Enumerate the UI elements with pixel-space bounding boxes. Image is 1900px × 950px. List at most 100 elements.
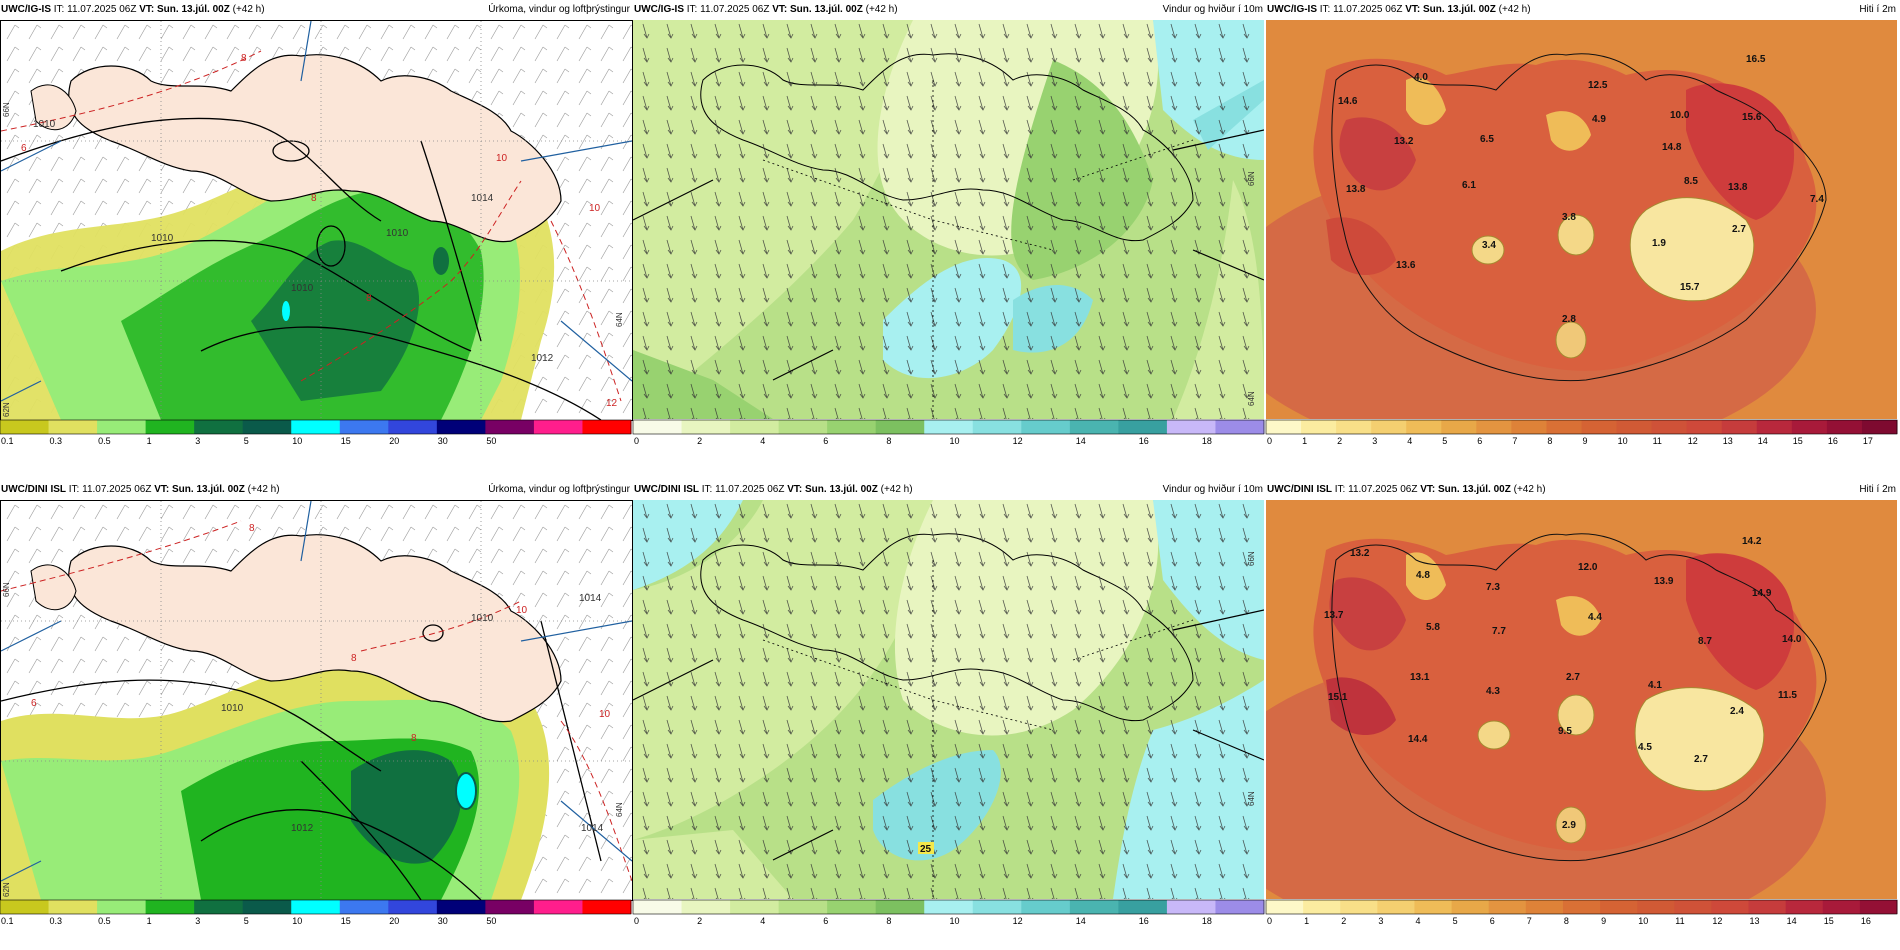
- colorbar-swatch: [1476, 420, 1512, 434]
- lead-time: (+42 h): [1498, 4, 1531, 15]
- colorbar-swatch: [1166, 420, 1216, 434]
- colorbar-tick-label: 6: [1477, 436, 1482, 446]
- lat-label: 62N: [2, 402, 11, 417]
- precip-map: 1010 1010 1010 1010 1012 1014 6 8 10 8 8…: [0, 20, 633, 421]
- colorbar-swatch: [1414, 900, 1453, 914]
- temp-value-label: 14.4: [1408, 734, 1428, 745]
- temp-value-label: 15.7: [1680, 282, 1700, 293]
- colorbar-tick-label: 2: [697, 436, 702, 446]
- colorbar-swatch: [1488, 900, 1527, 914]
- colorbar-swatch: [633, 420, 683, 434]
- panel-header: UWC/IG-IS IT: 11.07.2025 06Z VT: Sun. 13…: [0, 0, 633, 20]
- colorbar-frame: [0, 899, 632, 915]
- isobar-label: 1012: [291, 823, 314, 834]
- colorbar-swatch: [388, 900, 438, 914]
- lat-label: 62N: [2, 882, 11, 897]
- colorbar-tick-label: 10: [1638, 916, 1648, 926]
- colorbar-tick-label: 9: [1583, 436, 1588, 446]
- temp-value-label: 4.3: [1486, 686, 1500, 697]
- colorbar-swatch: [1303, 900, 1341, 914]
- colorbar-swatch: [1711, 900, 1750, 914]
- colorbar-swatch: [1336, 420, 1372, 434]
- valid-time: Sun. 13.júl. 00Z: [1423, 4, 1496, 15]
- colorbar-swatch: [97, 420, 147, 434]
- colorbar-tick-label: 50: [486, 916, 496, 926]
- temp-value-label: 15.6: [1742, 112, 1762, 123]
- colorbar-swatch: [388, 420, 438, 434]
- lead-time: (+42 h): [232, 4, 265, 15]
- temp-value-label: 1.9: [1652, 238, 1666, 249]
- temp-value-label: 7.4: [1810, 194, 1824, 205]
- colorbar-tick-label: 10: [950, 436, 960, 446]
- colorbar-swatch: [485, 900, 535, 914]
- colorbar-tick-label: 10: [1618, 436, 1628, 446]
- colorbar-tick-label: 1: [1302, 436, 1307, 446]
- temp-value-label: 2.8: [1562, 314, 1576, 325]
- temp-value-label: 4.0: [1414, 72, 1428, 83]
- colorbar-swatch: [1266, 420, 1302, 434]
- colorbar: 0 1 2 3 4 5 6 7 8 9 10 11 12 13 14 15 16 17: [1265, 419, 1899, 446]
- colorbar-tick-label: 4: [1407, 436, 1412, 446]
- colorbar-swatch: [48, 900, 98, 914]
- colorbar-swatch: [1118, 900, 1168, 914]
- colorbar-tick-label: 8: [886, 916, 891, 926]
- colorbar-swatch: [97, 900, 147, 914]
- colorbar-svg: 0.1 0.3 0.5 1 3 5 10 15 20 30 50: [0, 899, 632, 926]
- vt-label: VT:: [787, 484, 803, 495]
- vt-label: VT:: [154, 484, 170, 495]
- colorbar-swatch: [291, 420, 341, 434]
- lat-label: 66N: [2, 102, 11, 117]
- colorbar-tick-label: 12: [1013, 916, 1023, 926]
- temp-value-label: 3.8: [1562, 212, 1576, 223]
- temp-value-label: 13.8: [1728, 182, 1748, 193]
- colorbar-swatch: [1756, 420, 1793, 434]
- colorbar-tick-label: 3: [1378, 916, 1383, 926]
- colorbar-swatch: [582, 420, 632, 434]
- temp-value-label: 14.8: [1662, 142, 1682, 153]
- temp-value-label: 12.5: [1588, 80, 1608, 91]
- panel-header: UWC/DINI ISL IT: 11.07.2025 06Z VT: Sun.…: [633, 480, 1266, 500]
- colorbar-swatch: [48, 420, 98, 434]
- colorbar-swatch: [1686, 420, 1723, 434]
- colorbar-tick-label: 5: [1442, 436, 1447, 446]
- temp-value-label: 2.7: [1566, 672, 1580, 683]
- colorbar-tick-label: 2: [697, 916, 702, 926]
- valid-time: Sun. 13.júl. 00Z: [790, 4, 863, 15]
- colorbar-tick-label: 4: [760, 436, 765, 446]
- isobar-label: 1010: [291, 283, 314, 294]
- colorbar-swatch: [924, 900, 974, 914]
- colorbar-tick-label: 0.3: [50, 436, 63, 446]
- colorbar-tick-label: 7: [1512, 436, 1517, 446]
- colorbar-swatch: [1069, 900, 1119, 914]
- colorbar-swatch: [1861, 420, 1898, 434]
- colorbar-swatch: [1021, 420, 1071, 434]
- colorbar-swatch: [1021, 900, 1071, 914]
- isobar-label: 1012: [531, 353, 554, 364]
- colorbar-swatch: [1616, 420, 1653, 434]
- colorbar-swatch: [1406, 420, 1442, 434]
- colorbar-tick-label: 0.1: [1, 916, 14, 926]
- colorbar-swatch: [1748, 900, 1787, 914]
- isotherm-label: 10: [589, 203, 601, 214]
- colorbar-tick-label: 6: [1490, 916, 1495, 926]
- colorbar-svg: 0 1 2 3 4 5 6 7 8 9 10 11 12 13 14 15 16 17: [1265, 419, 1898, 446]
- colorbar-tick-label: 10: [292, 436, 302, 446]
- colorbar-swatch: [1562, 900, 1601, 914]
- lat-label: 64N: [1247, 791, 1256, 806]
- colorbar-tick-label: 8: [886, 436, 891, 446]
- panel-header: UWC/DINI ISL IT: 11.07.2025 06Z VT: Sun.…: [0, 480, 633, 500]
- panel-title: Úrkoma, vindur og loftþrýstingur: [488, 484, 630, 495]
- colorbar-swatch: [1651, 420, 1688, 434]
- colorbar-swatch: [972, 420, 1022, 434]
- colorbar-swatch: [1215, 900, 1265, 914]
- colorbar: 0.1 0.3 0.5 1 3 5 10 15 20 30 50: [0, 419, 633, 446]
- colorbar-swatch: [145, 420, 195, 434]
- model-name: UWC/IG-IS: [1267, 4, 1317, 15]
- temp-value-label: 6.5: [1480, 134, 1494, 145]
- lead-time: (+42 h): [247, 484, 280, 495]
- isotherm-label: 8: [351, 653, 357, 664]
- colorbar-tick-label: 50: [486, 436, 496, 446]
- colorbar-swatch: [1118, 420, 1168, 434]
- colorbar-tick-label: 14: [1787, 916, 1797, 926]
- colorbar-tick-label: 30: [438, 436, 448, 446]
